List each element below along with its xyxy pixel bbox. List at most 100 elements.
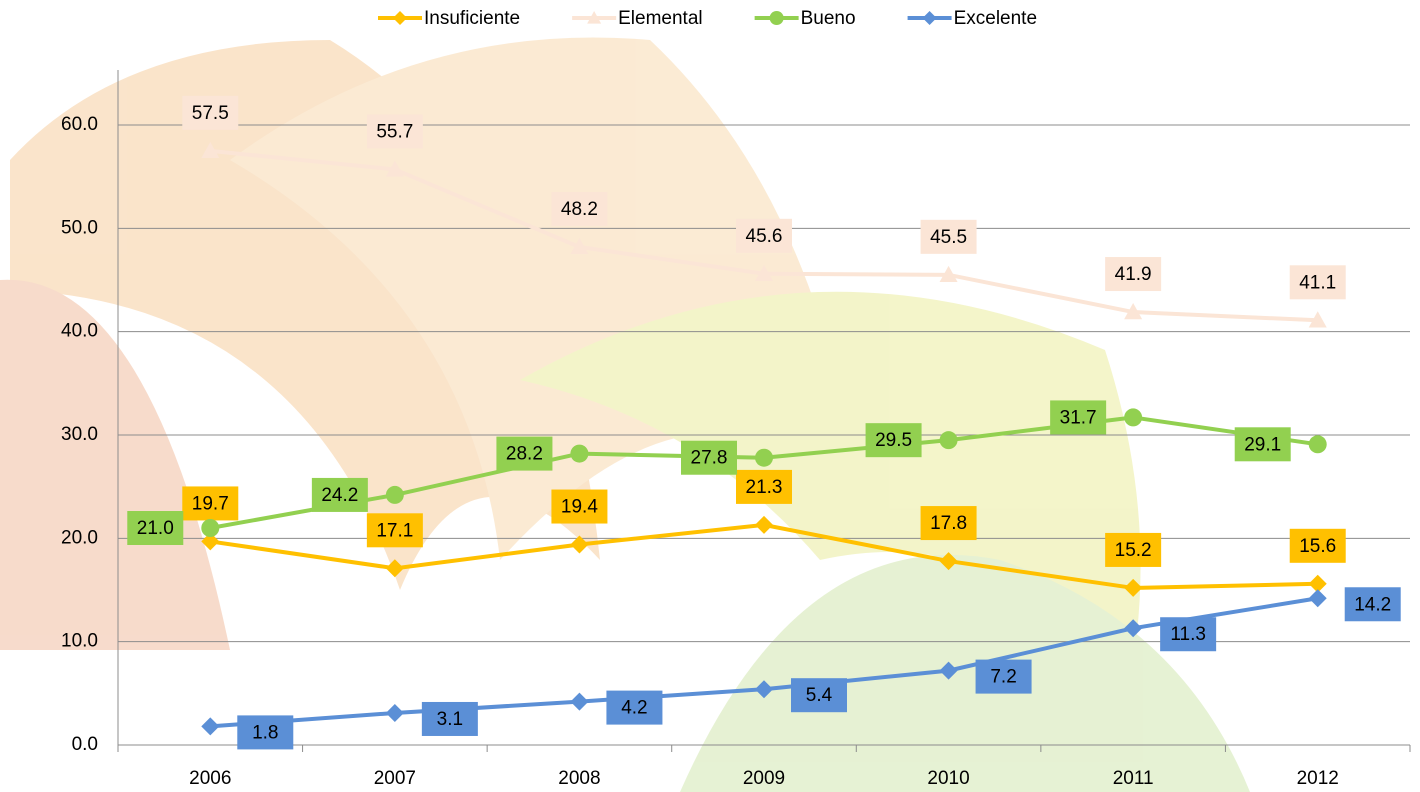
data-label-box xyxy=(681,440,737,475)
data-label: 29.1 xyxy=(1244,434,1281,455)
marker xyxy=(201,532,220,551)
data-label-box xyxy=(311,477,368,512)
data-label-box xyxy=(182,95,239,130)
data-label-box xyxy=(237,715,294,750)
background-decoration xyxy=(0,37,1250,792)
data-label: 1.8 xyxy=(252,722,278,743)
data-label: 4.2 xyxy=(621,698,647,719)
y-tick-label: 0.0 xyxy=(72,734,98,755)
data-label: 28.2 xyxy=(506,444,543,465)
data-label-box xyxy=(366,513,423,548)
marker xyxy=(755,448,773,467)
marker xyxy=(201,717,220,736)
legend-marker xyxy=(587,11,602,24)
marker xyxy=(939,431,958,450)
data-label-box xyxy=(736,469,792,504)
data-label-box xyxy=(127,511,184,545)
marker xyxy=(1124,408,1143,427)
data-label: 45.5 xyxy=(930,227,967,248)
data-label-box xyxy=(791,678,847,713)
legend-marker xyxy=(922,11,937,25)
marker xyxy=(385,485,404,504)
data-label: 19.4 xyxy=(561,497,598,518)
data-label-box xyxy=(496,436,553,471)
marker xyxy=(755,264,773,281)
data-label: 5.4 xyxy=(806,685,833,706)
data-label-box xyxy=(1289,528,1346,563)
marker xyxy=(570,444,589,463)
data-label-box xyxy=(1344,587,1401,622)
legend-label: Insuficiente xyxy=(424,8,520,29)
legend-label: Excelente xyxy=(954,8,1037,29)
data-label: 11.3 xyxy=(1170,624,1206,645)
y-tick-label: 40.0 xyxy=(61,321,98,342)
legend-marker xyxy=(393,11,407,25)
y-tick-label: 20.0 xyxy=(61,527,98,548)
data-label: 21.3 xyxy=(746,477,783,498)
x-tick-label: 2010 xyxy=(927,768,969,789)
data-label-box xyxy=(1234,427,1291,462)
data-label-box xyxy=(1105,532,1162,567)
y-tick-label: 30.0 xyxy=(61,424,98,445)
marker xyxy=(1124,578,1143,597)
x-tick-label: 2006 xyxy=(189,768,231,789)
marker xyxy=(385,703,404,722)
legend-label: Bueno xyxy=(801,8,856,29)
data-label-box xyxy=(1050,400,1107,435)
marker xyxy=(755,680,773,699)
data-label-box xyxy=(551,191,608,226)
x-tick-label: 2007 xyxy=(374,768,416,789)
marker xyxy=(939,661,958,680)
x-tick-label: 2011 xyxy=(1113,768,1154,789)
data-label-box xyxy=(551,489,608,524)
data-label: 24.2 xyxy=(321,485,358,506)
data-label-box xyxy=(920,506,977,541)
data-label: 21.0 xyxy=(137,518,174,539)
marker xyxy=(755,515,773,534)
data-label: 7.2 xyxy=(990,667,1016,688)
marker xyxy=(1308,589,1327,608)
marker xyxy=(939,265,958,283)
data-label: 15.6 xyxy=(1299,536,1336,557)
y-tick-label: 10.0 xyxy=(61,631,98,652)
marker xyxy=(201,141,220,159)
data-label: 41.9 xyxy=(1115,264,1152,285)
data-label: 15.2 xyxy=(1115,540,1152,561)
data-label: 41.1 xyxy=(1299,272,1336,293)
data-label-box xyxy=(1289,265,1346,300)
marker xyxy=(570,692,589,711)
data-label-box xyxy=(865,423,922,458)
data-label: 14.2 xyxy=(1354,594,1391,615)
marker xyxy=(1124,303,1143,320)
data-label: 17.1 xyxy=(376,520,413,541)
data-label: 57.5 xyxy=(192,103,229,124)
data-label: 55.7 xyxy=(376,121,413,142)
data-label-box xyxy=(421,701,478,736)
data-label-box xyxy=(920,219,977,254)
data-label-box xyxy=(1105,257,1162,292)
data-label: 29.5 xyxy=(875,430,912,451)
data-label: 17.8 xyxy=(930,513,967,534)
data-label-box xyxy=(182,486,239,521)
x-tick-label: 2009 xyxy=(743,768,785,789)
marker xyxy=(201,519,220,537)
data-label-box xyxy=(736,218,792,253)
marker xyxy=(1124,619,1143,638)
marker xyxy=(1308,311,1327,328)
data-label: 27.8 xyxy=(691,448,728,469)
data-label: 3.1 xyxy=(437,709,463,730)
marker xyxy=(1308,574,1327,593)
data-label-box xyxy=(606,690,663,725)
marker xyxy=(939,552,958,571)
marker xyxy=(385,160,404,177)
marker xyxy=(1308,435,1327,454)
legend-marker xyxy=(769,11,784,25)
marker xyxy=(570,535,589,554)
marker xyxy=(385,559,404,578)
data-label-box xyxy=(366,114,423,149)
data-label-box xyxy=(1160,617,1217,652)
y-tick-label: 50.0 xyxy=(61,217,98,238)
data-label: 48.2 xyxy=(561,199,598,220)
